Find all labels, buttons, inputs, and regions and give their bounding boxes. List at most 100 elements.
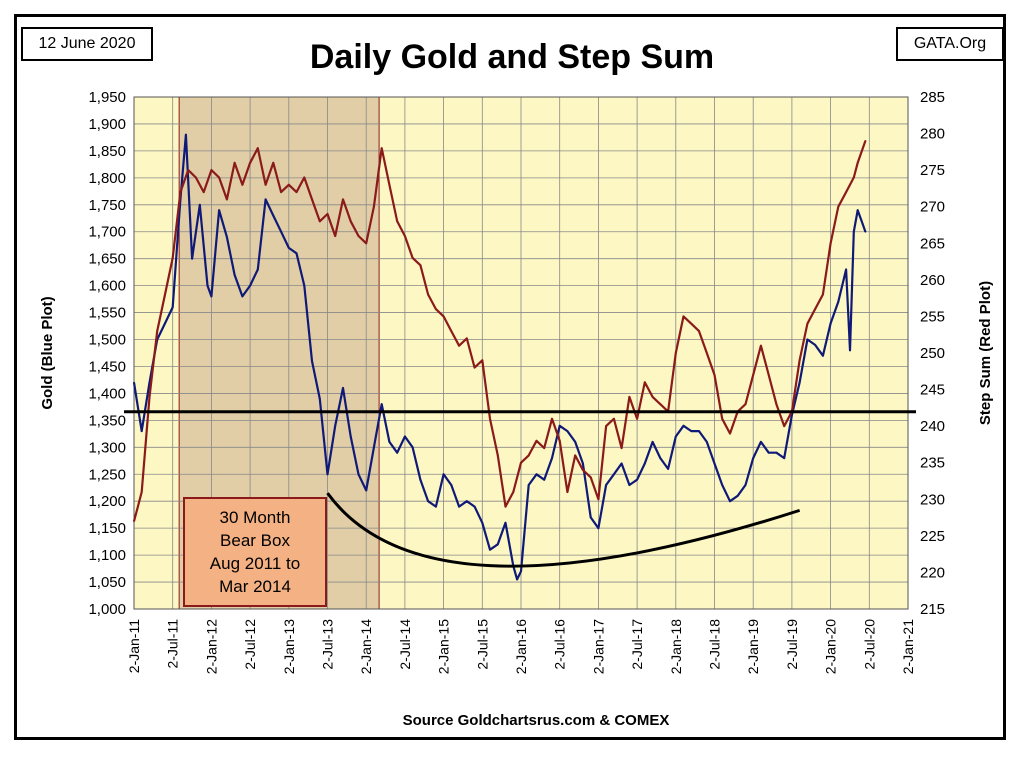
y-tick-label: 1,750 [88,197,126,214]
gold-point [806,338,809,341]
step-sum-point [264,183,267,186]
step-sum-point [442,315,445,318]
step-sum-point [326,213,329,215]
step-sum-point [365,242,368,245]
step-sum-point [535,439,538,442]
x-tick-label: 2-Jan-21 [900,619,916,674]
gold-point [829,322,832,325]
gold-point [365,489,368,492]
y-tick-label: 1,150 [88,520,126,537]
gold-point [272,214,275,217]
gold-line [132,133,867,581]
gold-point [582,462,584,465]
gold-point [736,494,739,497]
step-sum-point [496,454,499,457]
step-sum-point [280,191,282,193]
gold-point [520,570,522,573]
gold-point [241,295,244,298]
x-tick-label: 2-Jan-12 [203,619,219,674]
gold-point [504,521,507,524]
gold-point [690,430,693,433]
step-sum-point [620,447,623,449]
gold-point [612,473,615,476]
chart-title: Daily Gold and Step Sum [309,38,715,76]
gold-point [311,360,313,362]
gold-point [659,457,662,459]
y2-tick-label: 220 [920,564,945,581]
step-sum-point [636,417,638,420]
y-tick-label: 1,100 [88,547,126,564]
gold-point [458,505,460,508]
gold-point [206,284,209,287]
gold-point [334,424,337,427]
x-tick-label: 2-Jan-16 [513,619,529,674]
step-sum-point [171,257,174,259]
gold-point [140,430,143,433]
step-sum-point [856,161,859,164]
gold-point [767,451,770,454]
gold-point [860,220,863,222]
gold-point [682,424,685,427]
gold-point [729,500,731,503]
y-tick-label: 1,650 [88,251,126,268]
x-tick-label: 2-Jul-13 [320,619,336,670]
y-tick-label: 1,950 [88,89,126,106]
x-tick-label: 2-Jul-16 [552,619,568,670]
y-tick-label: 1,850 [88,143,126,160]
y2-tick-label: 285 [920,89,945,106]
step-sum-point [450,330,453,332]
y2-axis-label: Step Sum (Red Plot) [977,281,994,425]
gold-point [171,306,174,309]
gold-point [651,441,654,443]
step-sum-point [589,476,592,479]
step-sum-point [729,432,731,435]
gold-point [849,349,851,352]
gold-point [814,344,817,346]
x-tick-label: 2-Jan-20 [823,619,839,674]
gold-point [558,424,561,427]
y-tick-label: 1,550 [88,305,126,322]
step-sum-point [643,381,646,384]
step-sum-point [705,352,708,354]
gold-point [264,198,267,201]
gold-point [210,295,213,298]
gold-point [442,473,445,476]
annotation-text: Bear Box [220,531,290,550]
gold-point [636,478,638,481]
site-label: GATA.Org [896,27,1004,61]
step-sum-point [287,183,290,186]
y2-tick-label: 245 [920,382,945,399]
y2-tick-label: 265 [920,235,945,252]
gold-point [566,430,569,433]
step-sum-point [272,161,275,164]
step-sum-point [136,505,139,508]
step-sum-point [574,454,577,457]
step-sum-point [303,176,306,179]
x-tick-label: 2-Jan-18 [668,619,684,674]
gold-point [198,203,201,206]
y-tick-label: 1,900 [88,116,126,133]
step-sum-point [651,395,654,398]
x-tick-label: 2-Jul-17 [629,619,645,670]
gold-point [551,457,553,459]
step-sum-point [628,395,631,398]
y-tick-label: 1,050 [88,574,126,591]
trend-curve [326,492,801,568]
gold-point [249,284,252,287]
y2-tick-label: 250 [920,345,945,362]
step-sum-point [605,425,608,428]
y-tick-label: 1,450 [88,358,126,375]
gold-point [465,500,468,503]
step-sum-point [612,417,615,420]
step-sum-point [566,491,569,493]
step-sum-point [489,417,491,420]
gold-point [481,521,484,524]
gold-point [380,403,383,406]
gold-point [713,462,716,465]
y2-tick-label: 215 [920,601,945,618]
gold-point [191,257,193,260]
gold-point [527,484,530,486]
x-tick-label: 2-Jul-14 [397,619,413,670]
gold-point [698,430,700,433]
step-sum-point [249,161,252,164]
